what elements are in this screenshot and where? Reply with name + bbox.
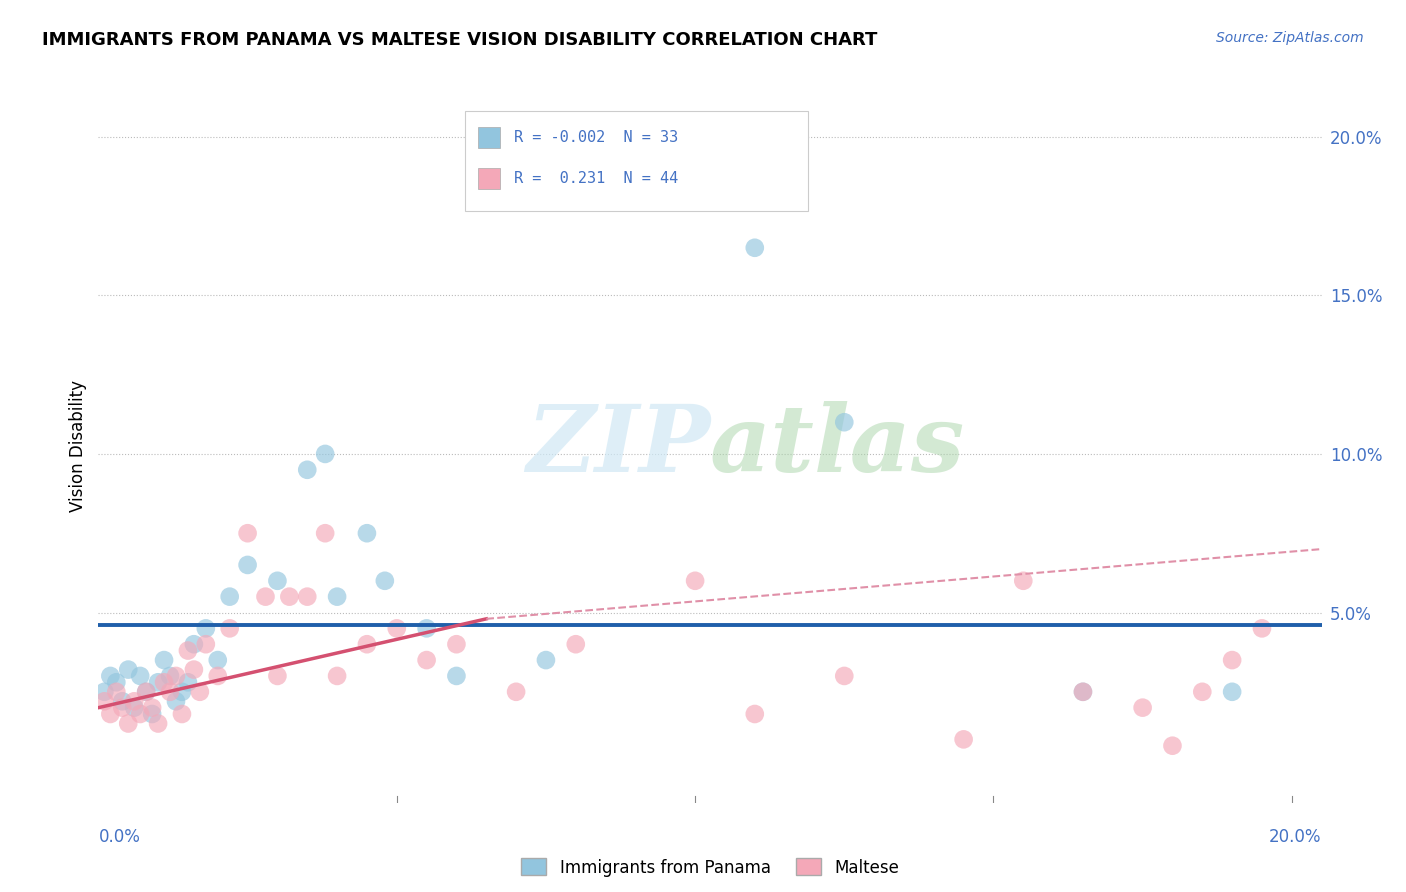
Point [446,637,468,651]
Point [278,590,301,604]
Point [236,526,259,541]
Text: R =  0.231  N = 44: R = 0.231 N = 44 [515,171,679,186]
Point [1012,574,1035,588]
Point [129,669,152,683]
Point [153,653,176,667]
Text: 0.0%: 0.0% [98,828,141,847]
Text: ZIP: ZIP [526,401,710,491]
Bar [478,168,499,189]
Text: Source: ZipAtlas.com: Source: ZipAtlas.com [1216,31,1364,45]
Point [534,653,557,667]
Point [1220,685,1243,699]
Point [165,669,187,683]
Point [744,706,766,721]
Point [505,685,527,699]
Point [266,574,288,588]
Text: IMMIGRANTS FROM PANAMA VS MALTESE VISION DISABILITY CORRELATION CHART: IMMIGRANTS FROM PANAMA VS MALTESE VISION… [42,31,877,49]
Y-axis label: Vision Disability: Vision Disability [69,380,87,512]
Point [254,590,277,604]
Point [135,685,157,699]
Bar [478,127,499,148]
Point [314,526,336,541]
Point [236,558,259,572]
Text: 20.0%: 20.0% [1270,828,1322,847]
Point [952,732,974,747]
Point [159,669,181,683]
Point [141,706,163,721]
Text: atlas: atlas [710,401,966,491]
Point [111,700,134,714]
Point [188,685,211,699]
Point [170,706,193,721]
Point [177,675,200,690]
Point [207,653,229,667]
Point [122,700,145,714]
Point [1071,685,1094,699]
Point [297,590,319,604]
Point [117,716,139,731]
Point [218,621,240,635]
Point [1220,653,1243,667]
Point [415,653,437,667]
Point [153,675,176,690]
Point [177,643,200,657]
Point [374,574,396,588]
Point [111,694,134,708]
Point [165,694,187,708]
Point [146,675,169,690]
Point [98,669,121,683]
Point [135,685,157,699]
Point [266,669,288,683]
Point [832,415,855,429]
Point [207,669,229,683]
Point [170,685,193,699]
Point [415,621,437,635]
Point [194,637,217,651]
Point [385,621,408,635]
Point [159,685,181,699]
Point [183,663,205,677]
Point [183,637,205,651]
Point [297,463,319,477]
Point [105,685,128,699]
Point [565,637,588,651]
Point [93,685,115,699]
Point [446,669,468,683]
Point [218,590,240,604]
Point [326,590,349,604]
Point [1071,685,1094,699]
Point [1251,621,1274,635]
Point [683,574,706,588]
Text: R = -0.002  N = 33: R = -0.002 N = 33 [515,130,679,145]
Point [146,716,169,731]
Point [194,621,217,635]
Point [314,447,336,461]
Point [356,526,378,541]
Point [832,669,855,683]
Point [744,241,766,255]
Point [122,694,145,708]
Point [1191,685,1213,699]
Point [326,669,349,683]
FancyBboxPatch shape [465,111,808,211]
Point [98,706,121,721]
Point [105,675,128,690]
Point [93,694,115,708]
Point [356,637,378,651]
Point [129,706,152,721]
Legend: Immigrants from Panama, Maltese: Immigrants from Panama, Maltese [522,858,898,877]
Point [141,700,163,714]
Point [117,663,139,677]
Point [1161,739,1184,753]
Point [1132,700,1154,714]
